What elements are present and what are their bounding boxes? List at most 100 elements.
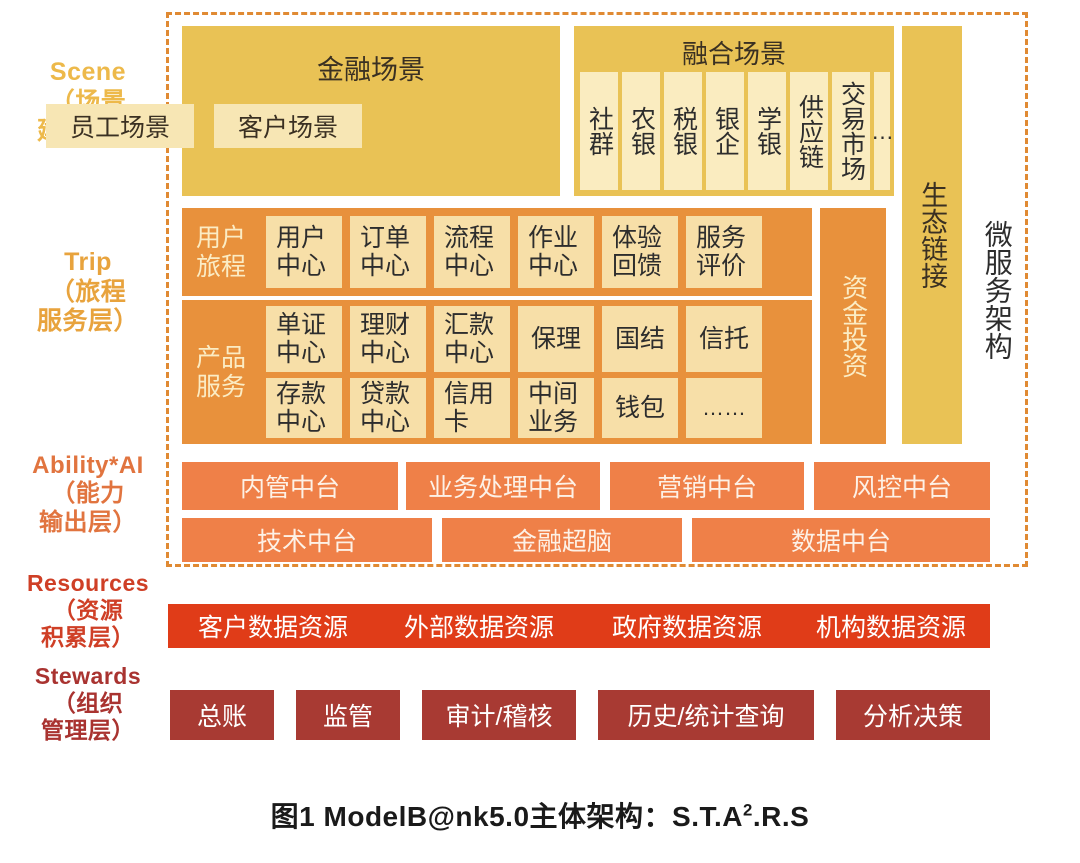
ability-risk-control[interactable]: 风控中台 [814, 462, 990, 510]
cell-label: 审计/稽核 [445, 703, 553, 731]
steward-supervision[interactable]: 监管 [296, 690, 400, 740]
trip-cell-operation-center[interactable]: 作业中心 [518, 216, 594, 288]
cell-label: 客户数据资源 [197, 614, 348, 642]
cell-label: 单证中心 [276, 311, 327, 367]
cell-label: 用户中心 [276, 224, 327, 280]
steward-history-statistics-query[interactable]: 历史/统计查询 [598, 690, 814, 740]
product-cell-intl-settlement[interactable]: 国结 [602, 306, 678, 372]
cell-label: 贷款中心 [360, 380, 411, 436]
cell-label: 历史/统计查询 [627, 703, 785, 731]
cell-label: 保理 [530, 325, 581, 353]
fusion-cell-label: 交易市场 [837, 81, 866, 181]
user-journey-text: 用户旅程 [196, 224, 247, 281]
product-cell-factoring[interactable]: 保理 [518, 306, 594, 372]
trip-cell-order-center[interactable]: 订单中心 [350, 216, 426, 288]
product-cell-trust[interactable]: 信托 [686, 306, 762, 372]
cell-label: 存款中心 [276, 380, 327, 436]
resource-institution-data[interactable]: 机构数据资源 [790, 604, 992, 648]
fusion-cell-ellipsis: … [870, 72, 896, 190]
fusion-cell-supply-chain[interactable]: 供应链 [790, 72, 828, 190]
resource-customer-data[interactable]: 客户数据资源 [172, 604, 374, 648]
ability-internal-management[interactable]: 内管中台 [182, 462, 398, 510]
dashed-boundary [166, 12, 1028, 567]
cell-label: 业务处理中台 [427, 474, 578, 502]
fusion-cell-tax-bank[interactable]: 税银 [664, 72, 702, 190]
fusion-cell-bank-corp[interactable]: 银企 [706, 72, 744, 190]
cell-label: 信用卡 [444, 380, 495, 436]
resources-bar [168, 604, 990, 648]
fund-investment-label: 资金投资 [838, 274, 869, 378]
cell-label: 技术中台 [256, 528, 357, 556]
cell-label: 汇款中心 [444, 311, 495, 367]
steward-audit-inspection[interactable]: 审计/稽核 [422, 690, 576, 740]
product-cell-remittance-center[interactable]: 汇款中心 [434, 306, 510, 372]
cell-label: 营销中台 [656, 474, 757, 502]
eco-link-label: 生态链接 [917, 181, 948, 289]
cell-label: 外部数据资源 [403, 614, 554, 642]
fusion-cell-edu-bank[interactable]: 学银 [748, 72, 786, 190]
ability-data[interactable]: 数据中台 [692, 518, 990, 562]
layer-label-stewards: Stewards （组织 管理层） [34, 663, 142, 744]
fusion-cell-label: 银企 [711, 106, 740, 156]
ability-financial-brain[interactable]: 金融超脑 [442, 518, 682, 562]
scene-employee[interactable]: 员工场景 [46, 104, 194, 148]
product-cell-wealth-center[interactable]: 理财中心 [350, 306, 426, 372]
trip-cell-experience-feedback[interactable]: 体验回馈 [602, 216, 678, 288]
cell-label: 金融超脑 [511, 528, 612, 556]
product-cell-credit-card[interactable]: 信用卡 [434, 378, 510, 438]
ellipsis-icon: …… [702, 394, 746, 420]
caption-superscript: 2 [743, 800, 753, 820]
cell-label: 风控中台 [851, 474, 952, 502]
trip-cell-process-center[interactable]: 流程中心 [434, 216, 510, 288]
product-cell-deposit-center[interactable]: 存款中心 [266, 378, 342, 438]
product-service-label: 产品服务 [190, 318, 256, 428]
cell-label: 订单中心 [360, 224, 411, 280]
fusion-cell-agri-bank[interactable]: 农银 [622, 72, 660, 190]
layer-label-ability: Ability*AI （能力 输出层） [32, 452, 144, 536]
cell-label: 政府数据资源 [611, 614, 762, 642]
cell-label: 服务评价 [696, 224, 747, 280]
fusion-cell-community[interactable]: 社群 [580, 72, 618, 190]
steward-general-ledger[interactable]: 总账 [170, 690, 274, 740]
fusion-scene-title: 融合场景 [681, 39, 786, 69]
cell-label: 机构数据资源 [815, 614, 966, 642]
scene-customer[interactable]: 客户场景 [214, 104, 362, 148]
trip-cell-service-rating[interactable]: 服务评价 [686, 216, 762, 288]
cell-label: 钱包 [614, 394, 665, 422]
product-cell-wallet[interactable]: 钱包 [602, 378, 678, 438]
ability-technology[interactable]: 技术中台 [182, 518, 432, 562]
microservice-architecture-panel: 微服务架构 [970, 140, 1024, 440]
fusion-cell-label: 农银 [627, 106, 656, 156]
layer-label-trip: Trip （旅程 服务层） [36, 248, 139, 335]
cell-label: 信托 [698, 325, 749, 353]
fund-investment-panel[interactable]: 资金投资 [820, 208, 886, 444]
eco-link-panel[interactable]: 生态链接 [902, 26, 962, 444]
product-cell-loan-center[interactable]: 贷款中心 [350, 378, 426, 438]
cell-label: 理财中心 [360, 311, 411, 367]
user-journey-label: 用户旅程 [190, 218, 256, 288]
microservice-architecture-label: 微服务架构 [981, 220, 1013, 360]
caption-suffix: .R.S [752, 801, 810, 832]
resource-government-data[interactable]: 政府数据资源 [586, 604, 788, 648]
trip-cell-user-center[interactable]: 用户中心 [266, 216, 342, 288]
steward-analysis-decision[interactable]: 分析决策 [836, 690, 990, 740]
ability-business-processing[interactable]: 业务处理中台 [406, 462, 600, 510]
fusion-cell-trade-market[interactable]: 交易市场 [832, 72, 870, 190]
cell-label: 总账 [196, 703, 247, 731]
product-cell-intermediary-business[interactable]: 中间业务 [518, 378, 594, 438]
ellipsis-icon: … [869, 118, 896, 144]
cell-label: 流程中心 [444, 224, 495, 280]
cell-label: 国结 [614, 325, 665, 353]
product-cell-document-center[interactable]: 单证中心 [266, 306, 342, 372]
figure-caption: 图1 ModelB@nk5.0主体架构：S.T.A2.R.S [0, 795, 1080, 835]
cell-label: 内管中台 [239, 474, 340, 502]
cell-label: 监管 [322, 703, 373, 731]
cell-label: 体验回馈 [612, 224, 663, 280]
resource-external-data[interactable]: 外部数据资源 [378, 604, 580, 648]
fusion-cell-label: 学银 [753, 106, 782, 156]
cell-label: 分析决策 [862, 703, 963, 731]
fusion-cell-label: 社群 [585, 106, 614, 156]
ability-marketing[interactable]: 营销中台 [610, 462, 804, 510]
product-cell-ellipsis: …… [686, 378, 762, 438]
